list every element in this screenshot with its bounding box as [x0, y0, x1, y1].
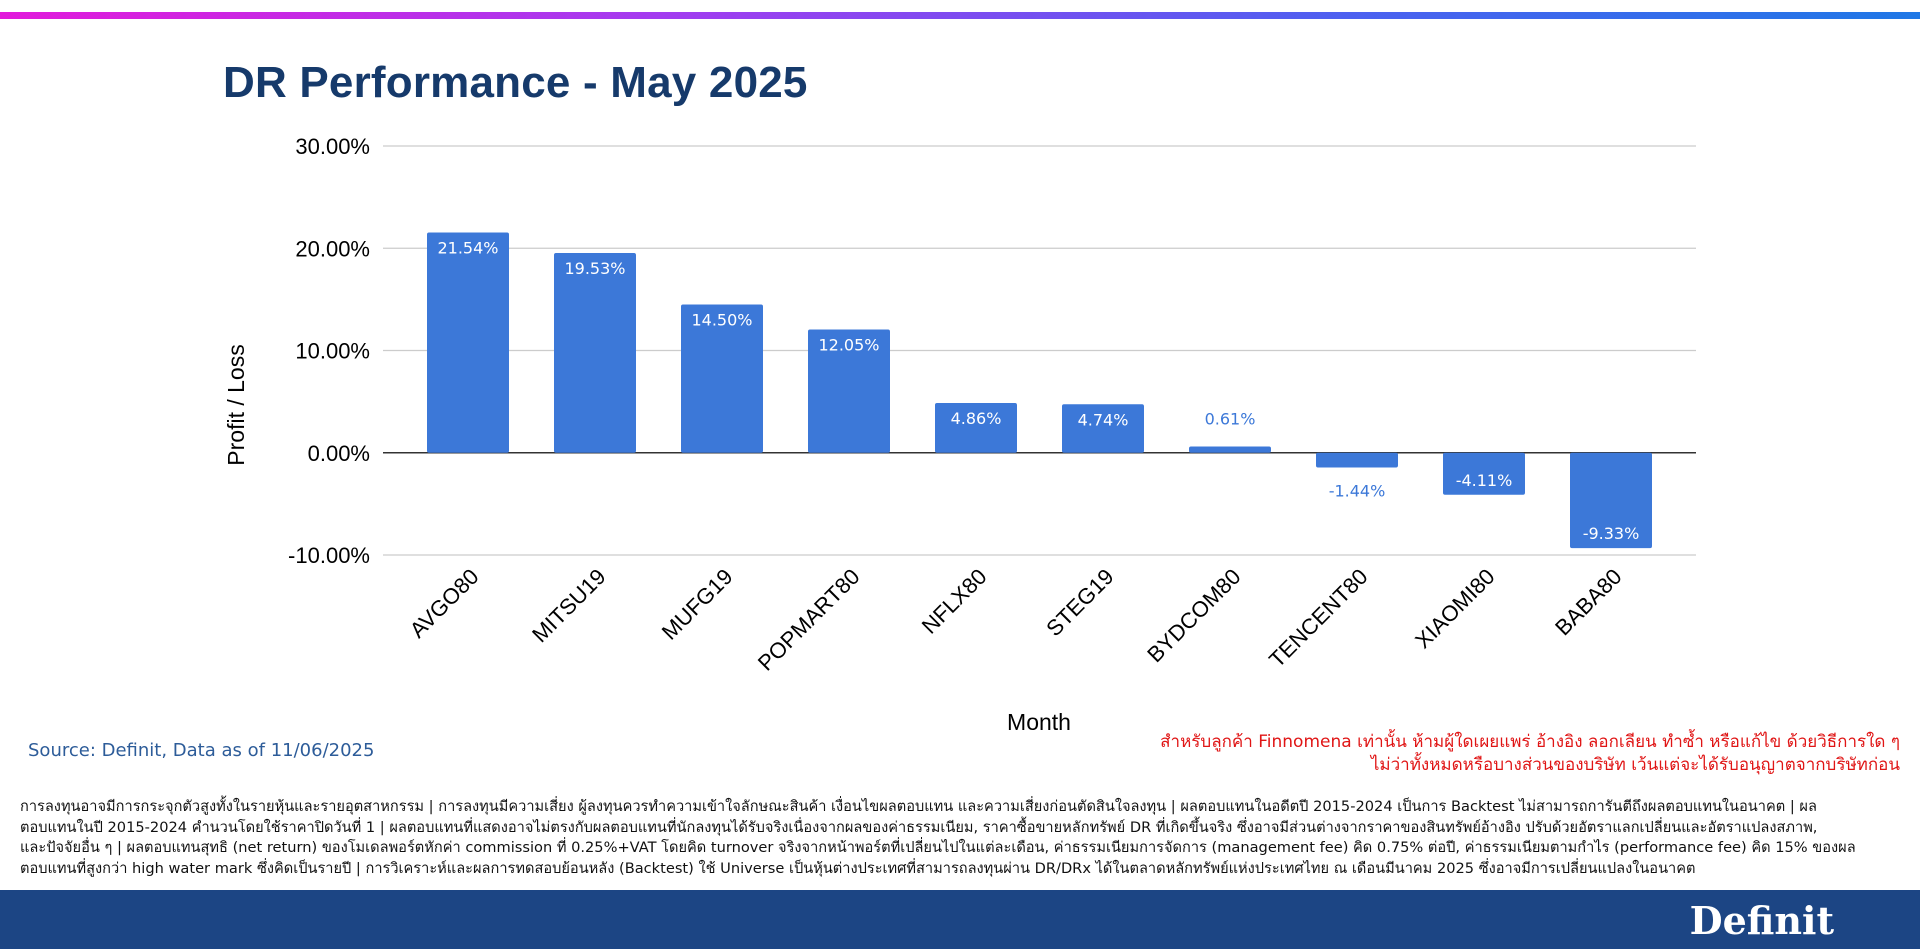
x-tick-label: XIAOMI80	[1410, 564, 1499, 653]
x-tick-label: AVGO80	[405, 564, 484, 643]
disclaimer-line-4: ตอบแทนที่สูงกว่า high water mark ซึ่งคิด…	[20, 859, 1696, 877]
bar-steg19	[1062, 404, 1144, 453]
data-label: -4.11%	[1456, 471, 1513, 490]
chart-title: DR Performance - May 2025	[223, 58, 808, 107]
bar-xiaomi80	[1443, 452, 1525, 495]
bar-baba80	[1570, 452, 1652, 549]
bar-mufg19	[681, 304, 763, 453]
data-label: 12.05%	[818, 336, 879, 355]
y-tick-label: 0.00%	[308, 441, 370, 466]
bar-nflx80	[935, 403, 1017, 453]
restriction-notice: สำหรับลูกค้า Finnomena เท่านั้น ห้ามผู้ใ…	[1000, 731, 1900, 777]
data-label: 4.74%	[1078, 410, 1129, 429]
y-axis-label: Profit / Loss	[223, 344, 249, 465]
data-label: 4.86%	[951, 409, 1002, 428]
x-tick-label: MITSU19	[527, 564, 610, 647]
y-tick-label: -10.00%	[288, 543, 370, 568]
gradient-top-bar	[0, 12, 1920, 19]
x-tick-label: BABA80	[1550, 564, 1626, 640]
brand-logo: Definit	[1689, 898, 1834, 943]
data-label: 21.54%	[437, 239, 498, 258]
source-note: Source: Definit, Data as of 11/06/2025	[28, 740, 375, 761]
y-tick-label: 30.00%	[295, 134, 370, 159]
x-tick-label: STEG19	[1041, 564, 1118, 641]
bar-popmart80	[808, 329, 890, 453]
data-label: 19.53%	[564, 259, 625, 278]
bar-tencent80	[1316, 452, 1398, 468]
bar-bydcom80	[1189, 446, 1271, 453]
x-tick-label: MUFG19	[657, 564, 738, 645]
disclaimer-line-3: และปัจจัยอื่น ๆ | ผลตอบแทนสุทธิ (net ret…	[20, 839, 1856, 856]
y-tick-label: 10.00%	[295, 339, 370, 364]
data-label: 0.61%	[1205, 410, 1256, 429]
data-label: -9.33%	[1583, 524, 1640, 543]
x-axis-ticks: AVGO80 MITSU19 MUFG19 POPMART80 NFLX80 STEG19…	[405, 564, 1627, 676]
disclaimer-line-1: การลงทุนอาจมีการกระจุกตัวสูงทั้งในรายหุ้…	[20, 798, 1817, 815]
disclaimer-line-2: ตอบแทนในปี 2015-2024 คำนวนโดยใช้ราคาปิดว…	[20, 818, 1818, 836]
x-tick-label: POPMART80	[753, 564, 865, 676]
x-axis-label: Month	[1007, 709, 1071, 735]
x-tick-label: NFLX80	[917, 564, 992, 639]
data-label: 14.50%	[691, 310, 752, 329]
x-tick-label: BYDCOM80	[1142, 564, 1245, 667]
bar-chart: 30.00% 20.00% 10.00% 0.00% -10.00% 21.54% 19.…	[223, 134, 1696, 735]
bar-avgo80	[427, 232, 509, 453]
disclaimer-text: การลงทุนอาจมีการกระจุกตัวสูงทั้งในรายหุ้…	[20, 797, 1890, 879]
notice-line-2: ไม่ว่าทั้งหมดหรือบางส่วนของบริษัท เว้นแต…	[1370, 755, 1900, 775]
data-label: -1.44%	[1329, 481, 1386, 500]
footer-bar: Definit	[0, 890, 1920, 949]
bars	[427, 232, 1652, 549]
bar-mitsu19	[554, 253, 636, 453]
y-tick-label: 20.00%	[295, 236, 370, 261]
y-axis-ticks: 30.00% 20.00% 10.00% 0.00% -10.00%	[288, 134, 370, 568]
notice-line-1: สำหรับลูกค้า Finnomena เท่านั้น ห้ามผู้ใ…	[1160, 732, 1900, 752]
data-labels: 21.54% 19.53% 14.50% 12.05% 4.86% 4.74% 0.61% -…	[437, 239, 1639, 544]
x-tick-label: TENCENT80	[1264, 564, 1372, 672]
